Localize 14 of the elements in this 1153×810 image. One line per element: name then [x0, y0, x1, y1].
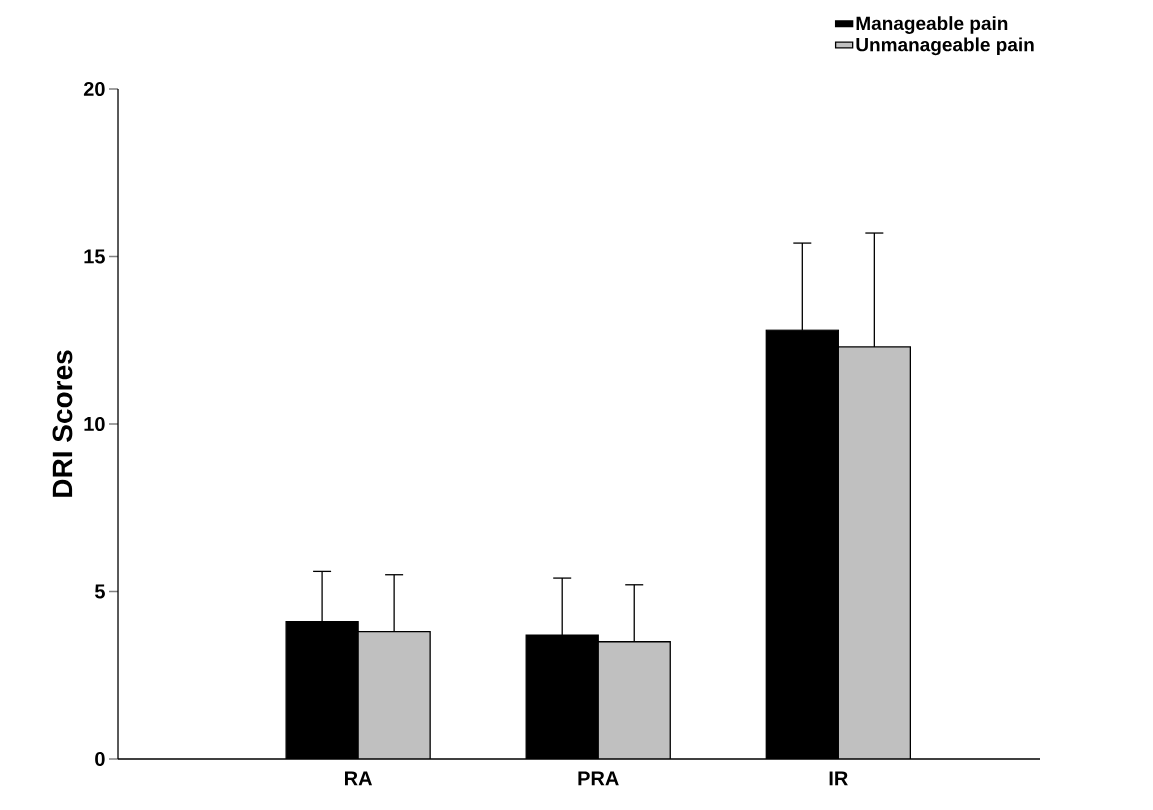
bar [837, 346, 911, 759]
legend-label: Unmanageable pain [856, 37, 1034, 56]
y-tick-label: 10 [84, 416, 105, 432]
y-tick-label: 20 [83, 81, 105, 97]
y-axis-title: DRI Scores [52, 350, 73, 497]
bar [598, 641, 671, 759]
x-tick-label: RA [345, 771, 373, 786]
y-tick-label: 0 [95, 751, 105, 767]
x-tick-label: PRA [578, 771, 619, 786]
legend-label: Manageable pain [856, 16, 1008, 34]
y-tick-label: 5 [94, 584, 105, 599]
x-tick-label: IR [829, 771, 848, 786]
y-tick-label: 15 [84, 249, 105, 264]
bar [358, 631, 431, 759]
